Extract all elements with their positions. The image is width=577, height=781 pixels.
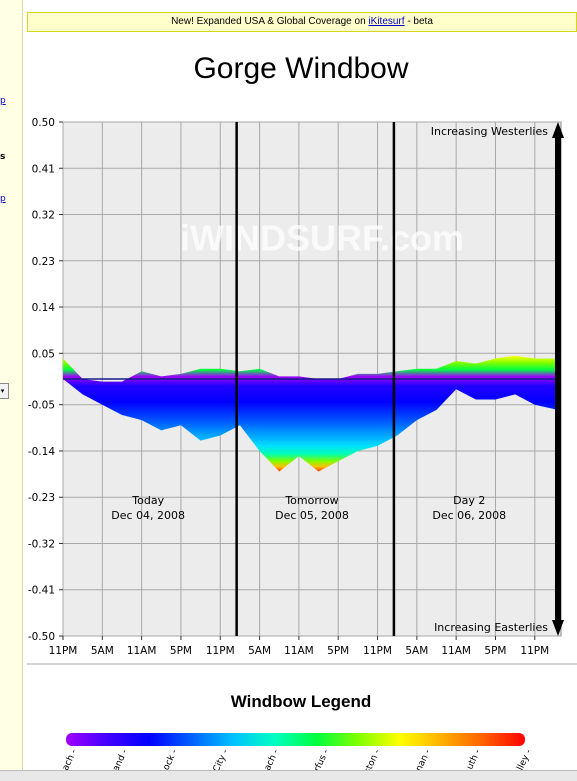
annotation-westerlies: Increasing Westerlies (431, 125, 549, 138)
sidebar-heading: s (0, 152, 6, 162)
x-tick-label: 5PM (484, 645, 506, 657)
windbow-series (63, 355, 558, 472)
day-label-date: Dec 06, 2008 (432, 509, 506, 522)
announcement-banner: New! Expanded USA & Global Coverage on i… (27, 12, 577, 32)
watermark: iWINDSURF.com (180, 218, 464, 259)
x-tick-label: 5AM (405, 645, 428, 657)
x-tick-label: 11AM (127, 645, 157, 657)
banner-text-suffix: - beta (404, 16, 433, 27)
y-tick-label: -0.50 (28, 631, 55, 643)
arrow-up-icon (552, 122, 564, 138)
day-label-name: Today (131, 494, 164, 507)
legend-color-scale (66, 733, 525, 746)
banner-text: New! Expanded USA & Global Coverage on (171, 16, 369, 27)
y-tick-label: -0.05 (28, 400, 55, 412)
day-dividers (235, 122, 396, 636)
x-tick-label: 5AM (248, 645, 271, 657)
y-tick-label: -0.32 (28, 538, 55, 550)
banner-link[interactable]: iKitesurf (368, 16, 405, 27)
x-tick-label: 11AM (441, 645, 471, 657)
y-tick-label: 0.23 (32, 256, 55, 268)
x-tick-label: 11PM (363, 645, 392, 657)
y-tick-label: 0.41 (32, 163, 55, 175)
annotation-easterlies: Increasing Easterlies (434, 621, 548, 634)
windbow-area (63, 355, 558, 472)
x-tick-label: 11PM (206, 645, 235, 657)
sidebar-link[interactable]: p (0, 194, 6, 204)
left-sidebar: p s p ▾ (0, 0, 23, 780)
x-tick-label: 11PM (49, 645, 78, 657)
x-tick-label: 5PM (327, 645, 349, 657)
x-axis: 11PM 5AM 11AM 5PM 11PM 5AM 11AM 5PM 11PM 5AM 11AM 5… (49, 636, 549, 657)
day-label-name: Day 2 (453, 494, 485, 507)
x-tick-label: 11AM (284, 645, 314, 657)
y-tick-label: 0.05 (32, 348, 55, 360)
x-tick-label: 5PM (170, 645, 192, 657)
x-tick-label: 5AM (91, 645, 114, 657)
day-label-name: Tomorrow (284, 494, 338, 507)
chart-title: Gorge Windbow (193, 52, 409, 85)
y-tick-label: -0.23 (28, 492, 55, 504)
day-label-date: Dec 05, 2008 (275, 509, 349, 522)
y-axis: 0.50 0.41 0.32 0.23 0.14 0.05 -0.05 -0.14 -0.23 -… (28, 117, 63, 643)
y-tick-label: 0.50 (32, 117, 55, 129)
sidebar-link[interactable]: p (0, 96, 6, 106)
direction-annotations: Increasing Westerlies Increasing Easterli… (431, 122, 564, 636)
y-tick-label: -0.41 (28, 585, 55, 597)
horizontal-scrollbar[interactable] (0, 770, 577, 781)
x-tick-label: 11PM (520, 645, 549, 657)
legend-title: Windbow Legend (230, 692, 372, 711)
day-labels: Today Dec 04, 2008 Tomorrow Dec 05, 2008 Day… (111, 494, 506, 522)
arrow-down-icon (552, 620, 564, 636)
y-tick-label: 0.32 (32, 210, 55, 222)
sidebar-dropdown[interactable]: ▾ (0, 383, 9, 399)
y-tick-label: -0.14 (28, 446, 55, 458)
y-tick-label: 0.14 (32, 302, 56, 314)
day-label-date: Dec 04, 2008 (111, 509, 185, 522)
